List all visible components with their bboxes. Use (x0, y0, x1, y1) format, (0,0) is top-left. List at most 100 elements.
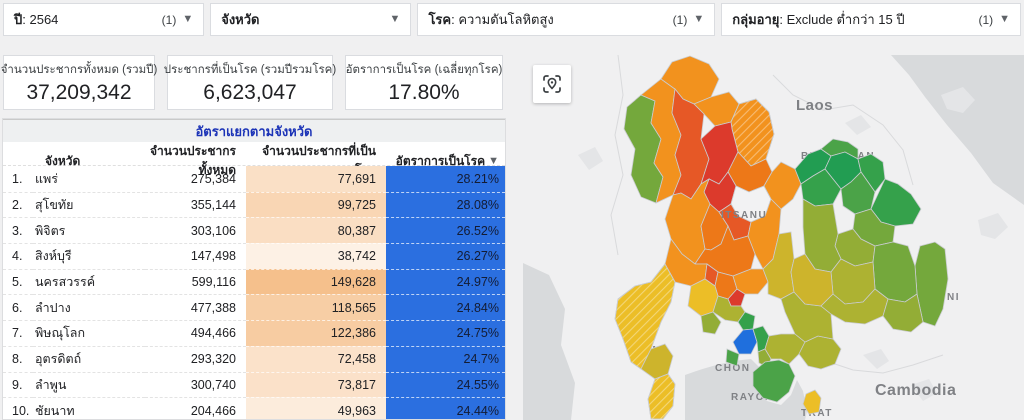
province-region[interactable] (737, 311, 756, 331)
scorecard-disease-rate: อัตราการเป็นโรค (เฉลี่ยทุกโรค) 17.80% (345, 55, 503, 110)
map-label-rayong: RAYONG (731, 392, 783, 403)
row-rank: 5. (3, 268, 33, 295)
row-province: ชัยนาท (33, 397, 145, 419)
table-row[interactable]: 3. พิจิตร 303,106 80,387 26.52% (3, 217, 505, 244)
terrain-patch (941, 87, 975, 113)
filter-value: : 2564 (22, 12, 59, 27)
filter-year[interactable]: ปี : 2564 (1) ▼ (3, 3, 205, 36)
country-border (834, 354, 944, 374)
row-rate-cell: 24.97% (386, 268, 505, 295)
column-header-rate[interactable]: อัตราการเป็นโรค ▼ (395, 153, 499, 168)
column-header-population[interactable]: จำนวนประชากรทั้งหมด (149, 144, 236, 177)
recenter-icon (543, 75, 561, 93)
province-region[interactable] (732, 268, 769, 295)
filter-count: (1) (672, 12, 688, 27)
row-rank: 3. (3, 217, 33, 243)
province-region[interactable] (725, 348, 740, 367)
sea-gulf-of-tonkin (891, 55, 1024, 205)
dropdown-caret-icon: ▼ (389, 13, 401, 25)
row-province: อุตรดิตถ์ (33, 345, 145, 372)
province-region[interactable] (882, 293, 924, 333)
province-region[interactable] (840, 171, 876, 215)
row-population: 599,116 (145, 268, 246, 295)
row-rate-cell: 24.75% (386, 320, 505, 346)
scorecard-label: ประชากรที่เป็นโรค (รวมปีรวมโรค) (163, 63, 337, 76)
row-diseased-heatcell: 149,628 (246, 268, 386, 295)
dropdown-caret-icon: ▼ (693, 13, 705, 25)
province-hatch-overlay (614, 263, 676, 370)
row-rate-cell: 28.08% (386, 191, 505, 218)
scorecard-label: จำนวนประชากรทั้งหมด (รวมปี) (0, 63, 158, 76)
filter-value: : ความดันโลหิตสูง (451, 12, 554, 27)
row-province: ลำปาง (33, 294, 145, 320)
row-rank: 10. (3, 397, 33, 419)
row-rate-cell: 24.7% (386, 345, 505, 372)
table-row[interactable]: 2. สุโขทัย 355,144 99,725 28.08% (3, 191, 505, 218)
sort-desc-icon: ▼ (488, 154, 499, 167)
province-region[interactable] (752, 359, 796, 403)
table-row[interactable]: 7. พิษณุโลก 494,466 122,386 24.75% (3, 320, 505, 346)
row-rank: 4. (3, 243, 33, 269)
table-row[interactable]: 6. ลำปาง 477,388 118,565 24.84% (3, 294, 505, 321)
scorecard-value: 17.80% (388, 80, 460, 104)
province-region[interactable] (790, 253, 834, 307)
filter-count: (1) (978, 12, 994, 27)
scorecard-value: 37,209,342 (26, 80, 132, 104)
row-diseased-heatcell: 122,386 (246, 320, 386, 346)
table-row[interactable]: 4. สิงห์บุรี 147,498 38,742 26.27% (3, 243, 505, 269)
column-header-province[interactable]: จังหวัด (45, 153, 81, 168)
table-row[interactable]: 10. ชัยนาท 204,466 49,963 24.44% (3, 397, 505, 419)
row-diseased-heatcell: 72,458 (246, 345, 386, 372)
filter-disease[interactable]: โรค : ความดันโลหิตสูง (1) ▼ (417, 3, 716, 36)
row-population: 275,384 (190, 171, 236, 186)
row-rank: 7. (3, 320, 33, 346)
thailand-provinces[interactable] (614, 55, 949, 420)
dropdown-caret-icon: ▼ (999, 13, 1011, 25)
filter-age-group[interactable]: กลุ่มอายุ : Exclude ต่ำกว่า 15 ปี (1) ▼ (721, 3, 1022, 36)
province-hatch-overlay (647, 373, 676, 420)
province-region[interactable] (700, 311, 722, 335)
province-rate-table: อัตราแยกตามจังหวัด จังหวัด จำนวนประชากรท… (2, 118, 506, 420)
row-rank: 1. (12, 171, 23, 186)
filter-count: (1) (161, 12, 177, 27)
table-row[interactable]: 1. แพร่ 275,384 77,691 28.21% (3, 166, 505, 192)
row-diseased-heatcell: 73,817 (246, 371, 386, 398)
terrain-patch (978, 213, 1008, 239)
scorecard-diseased-population: ประชากรที่เป็นโรค (รวมปีรวมโรค) 6,623,04… (163, 55, 337, 110)
table-row[interactable]: 9. ลำพูน 300,740 73,817 24.55% (3, 371, 505, 398)
row-rate-cell: 26.52% (386, 217, 505, 244)
table-row[interactable]: 8. อุตรดิตถ์ 293,320 72,458 24.7% (3, 345, 505, 372)
country-border (610, 55, 624, 256)
scorecard-row: จำนวนประชากรทั้งหมด (รวมปี) 37,209,342 ป… (0, 55, 503, 110)
row-rank: 8. (3, 345, 33, 372)
filter-province[interactable]: จังหวัด ▼ (210, 3, 412, 36)
map-label-cambodia: Cambodia (875, 382, 956, 399)
province-region[interactable] (763, 161, 802, 210)
filter-label: จังหวัด (221, 12, 260, 27)
map-recenter-button[interactable] (533, 65, 571, 103)
row-population: 204,466 (145, 397, 246, 419)
scorecard-total-population: จำนวนประชากรทั้งหมด (รวมปี) 37,209,342 (0, 55, 158, 110)
filter-label: กลุ่มอายุ (732, 12, 780, 27)
country-border (772, 74, 914, 186)
filter-bar: ปี : 2564 (1) ▼ จังหวัด ▼ โรค : ความดันโ… (3, 3, 1022, 36)
table-row[interactable]: 5. นครสวรรค์ 599,116 149,628 24.97% (3, 268, 505, 295)
sea-gulf-of-thailand (685, 359, 807, 420)
table-title: อัตราแยกตามจังหวัด (3, 119, 505, 142)
map-canvas[interactable]: BUENG KAN KAN CHON RAYONG TRAT (523, 55, 1024, 420)
terrain-patch (578, 147, 603, 170)
map-label-chonburi: CHON (715, 363, 750, 374)
row-rate-cell: 26.27% (386, 243, 505, 269)
row-province: ลำพูน (33, 371, 145, 398)
row-rank: 6. (3, 294, 33, 320)
row-diseased-heatcell: 80,387 (246, 217, 386, 244)
row-province: พิจิตร (33, 217, 145, 243)
filter-value: : Exclude ต่ำกว่า 15 ปี (779, 12, 905, 27)
row-rate-cell: 24.55% (386, 371, 505, 398)
row-rate-cell: 24.44% (386, 397, 505, 419)
terrain-patch (911, 379, 937, 401)
province-region[interactable] (802, 389, 822, 415)
row-province: แพร่ (35, 171, 59, 186)
choropleth-map[interactable]: BUENG KAN KAN CHON RAYONG TRAT (523, 55, 1024, 420)
row-rate-cell: 24.84% (386, 294, 505, 321)
